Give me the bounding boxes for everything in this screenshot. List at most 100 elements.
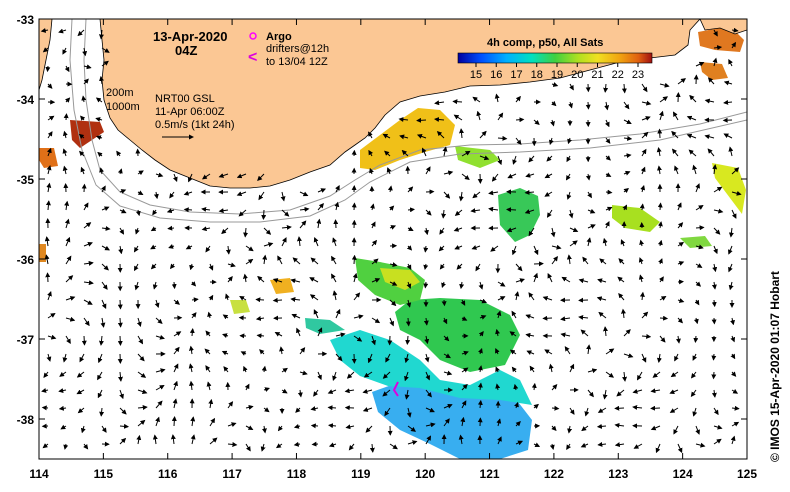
- velocity-arrow: [371, 317, 381, 324]
- velocity-arrow: [65, 275, 74, 283]
- velocity-arrow: [488, 206, 499, 212]
- sst-patch-small-c: [680, 236, 712, 248]
- velocity-arrow: [119, 437, 127, 445]
- velocity-arrow: [618, 258, 625, 265]
- velocity-arrow: [401, 149, 409, 157]
- velocity-arrow: [81, 95, 87, 103]
- velocity-arrow: [101, 225, 111, 231]
- velocity-arrow: [495, 347, 500, 355]
- velocity-arrow: [153, 191, 159, 200]
- velocity-arrow: [309, 277, 319, 283]
- velocity-arrow: [605, 172, 612, 177]
- velocity-arrow: [641, 83, 648, 93]
- velocity-arrow: [494, 93, 500, 103]
- velocity-arrow: [99, 167, 105, 175]
- velocity-arrow: [245, 425, 254, 430]
- velocity-arrow: [659, 96, 669, 103]
- velocity-arrow: [421, 147, 427, 157]
- velocity-arrow: [497, 296, 506, 301]
- velocity-arrow: [569, 83, 574, 91]
- velocity-arrow: [227, 262, 236, 268]
- lon-label: 116: [158, 467, 178, 481]
- lon-label: 120: [415, 467, 435, 481]
- sst-patch-blue: [372, 382, 532, 459]
- velocity-arrow: [78, 133, 85, 139]
- velocity-arrow: [461, 383, 468, 391]
- velocity-arrow: [495, 366, 500, 373]
- velocity-arrow: [97, 151, 103, 158]
- velocity-arrow: [603, 326, 608, 337]
- velocity-arrow: [362, 388, 373, 394]
- velocity-arrow: [47, 83, 53, 89]
- velocity-arrow: [351, 202, 357, 211]
- velocity-arrow: [603, 83, 609, 93]
- velocity-arrow: [618, 293, 625, 301]
- velocity-arrow: [389, 262, 398, 268]
- velocity-arrow: [310, 406, 319, 412]
- velocity-arrow: [59, 371, 67, 377]
- velocity-arrow: [83, 443, 89, 450]
- velocity-arrow: [119, 407, 127, 415]
- velocity-arrow: [425, 407, 435, 413]
- velocity-arrow: [659, 110, 664, 121]
- velocity-arrow: [236, 173, 247, 179]
- velocity-arrow: [439, 227, 445, 235]
- velocity-arrow: [243, 365, 248, 373]
- velocity-arrow: [423, 263, 429, 270]
- velocity-arrow: [201, 226, 211, 232]
- velocity-arrow: [275, 443, 283, 449]
- velocity-arrow: [370, 203, 375, 211]
- velocity-arrow: [188, 363, 194, 373]
- velocity-arrow: [317, 327, 323, 337]
- velocity-arrow: [134, 263, 139, 272]
- velocity-arrow: [183, 190, 193, 196]
- velocity-arrow: [550, 119, 555, 127]
- velocity-arrow: [222, 314, 229, 320]
- velocity-arrow: [587, 191, 592, 199]
- velocity-arrow: [404, 371, 409, 382]
- velocity-arrow: [97, 371, 103, 381]
- velocity-arrow: [731, 167, 740, 175]
- drifter-icon: <: [248, 49, 257, 66]
- velocity-arrow: [671, 130, 679, 139]
- colorbar-tick-label: 22: [612, 69, 624, 81]
- velocity-arrow: [640, 184, 646, 193]
- velocity-arrow: [550, 227, 556, 238]
- velocity-arrow: [136, 317, 142, 328]
- velocity-arrow: [80, 166, 86, 175]
- velocity-arrow: [296, 236, 302, 247]
- velocity-arrow: [404, 353, 410, 364]
- velocity-arrow: [658, 258, 663, 265]
- velocity-arrow: [243, 227, 249, 238]
- sst-patch-shelf-yellow: [360, 108, 455, 170]
- velocity-arrow: [169, 191, 175, 199]
- velocity-arrow: [95, 117, 103, 122]
- velocity-arrow: [731, 209, 737, 219]
- sst-patch-small-d: [305, 318, 345, 334]
- velocity-arrow: [404, 389, 410, 400]
- velocity-arrow: [299, 370, 308, 376]
- velocity-arrow: [597, 441, 607, 447]
- velocity-arrow: [208, 294, 214, 301]
- velocity-arrow: [227, 276, 233, 283]
- velocity-arrow: [623, 135, 633, 141]
- velocity-arrow: [137, 389, 148, 394]
- velocity-arrow: [385, 353, 391, 363]
- velocity-arrow: [509, 349, 517, 355]
- velocity-arrow: [638, 274, 644, 283]
- velocity-arrow: [569, 240, 578, 247]
- velocity-arrow: [416, 134, 427, 139]
- velocity-arrow: [641, 116, 651, 121]
- velocity-arrow: [218, 208, 229, 214]
- velocity-arrow: [335, 332, 346, 338]
- velocity-arrow: [82, 47, 88, 57]
- velocity-arrow: [675, 335, 681, 344]
- velocity-arrow: [477, 365, 483, 373]
- velocity-arrow: [713, 407, 719, 416]
- velocity-arrow: [62, 148, 68, 157]
- drifter-line2: to 13/04 12Z: [266, 56, 328, 68]
- velocity-arrow: [728, 245, 733, 255]
- velocity-arrow: [170, 434, 176, 445]
- velocity-arrow: [118, 245, 124, 255]
- velocity-arrow: [382, 371, 391, 379]
